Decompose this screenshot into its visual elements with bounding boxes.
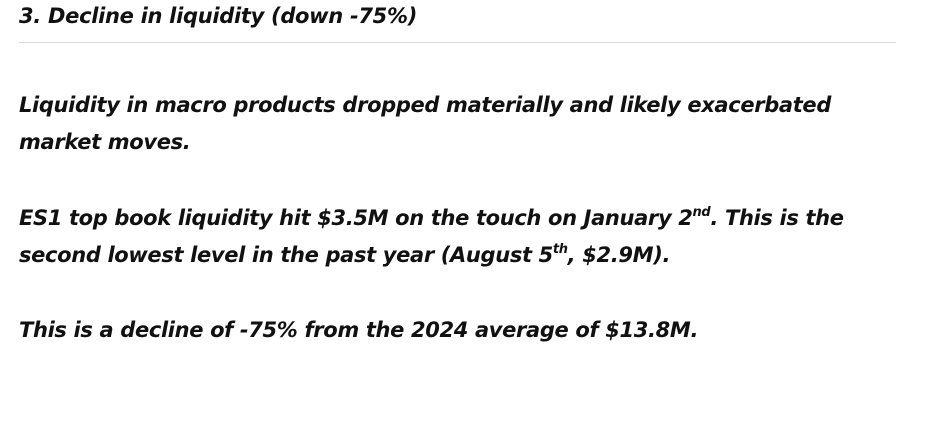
paragraph-line: This is a decline of -75% from the 2024 …	[19, 318, 699, 342]
section-heading: 3. Decline in liquidity (down -75%)	[19, 4, 418, 28]
heading-divider	[19, 42, 896, 43]
ordinal-suffix: th	[552, 242, 568, 257]
paragraph-text: second lowest level in the past year (Au…	[19, 243, 553, 267]
paragraph-text: , $2.9M).	[567, 243, 671, 267]
paragraph-line: market moves.	[19, 130, 191, 154]
paragraph-text: . This is the	[710, 206, 844, 230]
paragraph-decline-stat: This is a decline of -75% from the 2024 …	[19, 312, 698, 349]
paragraph-liquidity-summary: Liquidity in macro products dropped mate…	[19, 87, 831, 161]
paragraph-line: Liquidity in macro products dropped mate…	[19, 93, 831, 117]
paragraph-es1-liquidity: ES1 top book liquidity hit $3.5M on the …	[19, 200, 844, 274]
ordinal-suffix: nd	[692, 205, 711, 220]
paragraph-text: ES1 top book liquidity hit $3.5M on the …	[19, 206, 693, 230]
document-body: 3. Decline in liquidity (down -75%) Liqu…	[19, 0, 896, 342]
